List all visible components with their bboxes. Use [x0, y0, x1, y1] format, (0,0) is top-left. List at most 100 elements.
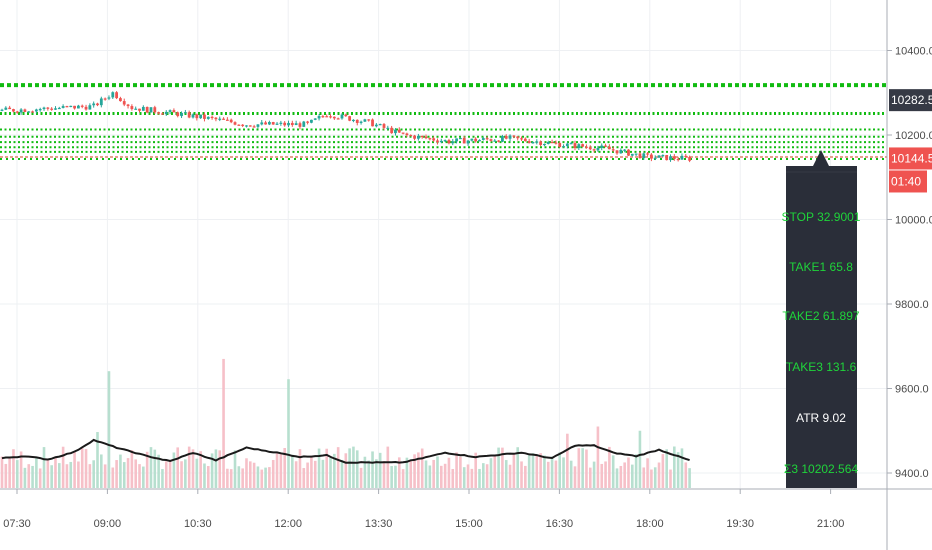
candle-body [485, 138, 489, 140]
candle-body [367, 119, 371, 121]
candle-body [88, 105, 92, 110]
candle-body [271, 122, 275, 125]
candle-body [69, 105, 73, 108]
candle-body [80, 105, 84, 107]
candle-body [210, 116, 214, 119]
candle-body [569, 143, 573, 145]
candle-body [134, 108, 138, 110]
candle-body [436, 140, 439, 143]
candle-body [615, 150, 619, 154]
candle-body [439, 140, 443, 143]
volume-bar [54, 456, 57, 488]
price-axis[interactable]: 10400.0 10200.0 10000.0 9800.0 9600.0 9400.0 [887, 46, 932, 481]
volume-bar [608, 446, 611, 488]
y-tick-label: 10000.0 [895, 215, 932, 227]
volume-bar [168, 460, 172, 488]
volume-bar [88, 464, 92, 488]
volume-bar [336, 447, 340, 488]
volume-bar [546, 461, 550, 488]
volume-bar [455, 452, 458, 488]
volume-bar [12, 449, 15, 488]
volume-bar [673, 446, 676, 488]
info-panel: STOP 32.9001 TAKE1 65.8 TAKE2 61.897 TAK… [782, 150, 861, 488]
volume-bar [96, 432, 99, 488]
candle-body [493, 140, 497, 142]
candle-body [268, 122, 271, 125]
candle-body [332, 116, 336, 119]
candle-body [447, 140, 451, 144]
volume-bar [550, 456, 554, 488]
volume-bar [46, 459, 50, 488]
volume-bar [126, 458, 130, 488]
volume-bar [543, 455, 546, 488]
candle-body [61, 106, 65, 108]
candle-body [287, 122, 290, 126]
volume-bar [233, 450, 237, 488]
volume-bar [539, 453, 542, 488]
volume-bar [405, 457, 409, 488]
volume-bar [313, 460, 317, 488]
volume-bars [0, 358, 691, 488]
volume-bar [8, 457, 11, 488]
candle-body [481, 138, 485, 140]
volume-bar [424, 460, 428, 488]
candle-body [577, 144, 581, 149]
candle-body [4, 107, 8, 110]
candle-body [195, 114, 199, 119]
volume-bar [283, 448, 286, 488]
volume-bar [680, 448, 684, 488]
candle-body [279, 122, 283, 124]
candle-body [290, 122, 294, 126]
volume-bar [302, 468, 306, 488]
candle-body [241, 124, 245, 126]
volume-bar [371, 451, 374, 488]
time-axis[interactable]: 07:30 09:00 10:30 12:00 13:30 15:00 16:30 18:00… [3, 489, 844, 530]
candle-body [684, 155, 688, 158]
volume-bar [394, 465, 397, 488]
candle-body [111, 92, 115, 98]
candle-body [520, 138, 523, 140]
volume-bar [287, 379, 290, 488]
x-tick-label: 18:00 [636, 518, 664, 530]
candle-body [516, 136, 520, 139]
y-tick-label: 9400.0 [895, 468, 929, 480]
volume-bar [333, 453, 336, 488]
volume-bar [573, 466, 577, 488]
candle-body [374, 124, 378, 127]
candle-body [653, 157, 657, 159]
volume-bar [329, 458, 332, 488]
candle-body [585, 146, 588, 148]
volume-bar [23, 467, 27, 488]
candle-body [115, 92, 118, 99]
volume-bar [214, 449, 218, 488]
volume-bar [187, 446, 191, 488]
volume-bar [222, 358, 225, 488]
candle-body [310, 119, 313, 123]
candle-body [359, 121, 363, 123]
volume-bar [627, 457, 630, 488]
candle-body [233, 122, 237, 125]
candle-body [126, 104, 130, 107]
y-tick-label: 9600.0 [895, 384, 929, 396]
volume-bar [0, 456, 4, 488]
volume-bar [512, 452, 516, 488]
volume-bar [58, 463, 61, 488]
candle-body [661, 155, 665, 157]
candle-body [84, 106, 88, 110]
volume-bar [35, 458, 38, 488]
volume-bar [382, 461, 386, 488]
candle-body [462, 137, 466, 144]
candle-body [122, 101, 126, 105]
candle-body [432, 138, 436, 141]
candle-body [199, 114, 203, 119]
candle-body [394, 129, 397, 134]
candle-body [222, 118, 225, 120]
sum-label: Σ3 10202.564 [784, 462, 858, 476]
volume-bar [569, 460, 573, 488]
volume-bar [588, 467, 592, 488]
volume-bar [157, 454, 160, 488]
volume-bar [206, 466, 210, 488]
candle-body [478, 139, 481, 142]
candle-body [99, 98, 103, 106]
